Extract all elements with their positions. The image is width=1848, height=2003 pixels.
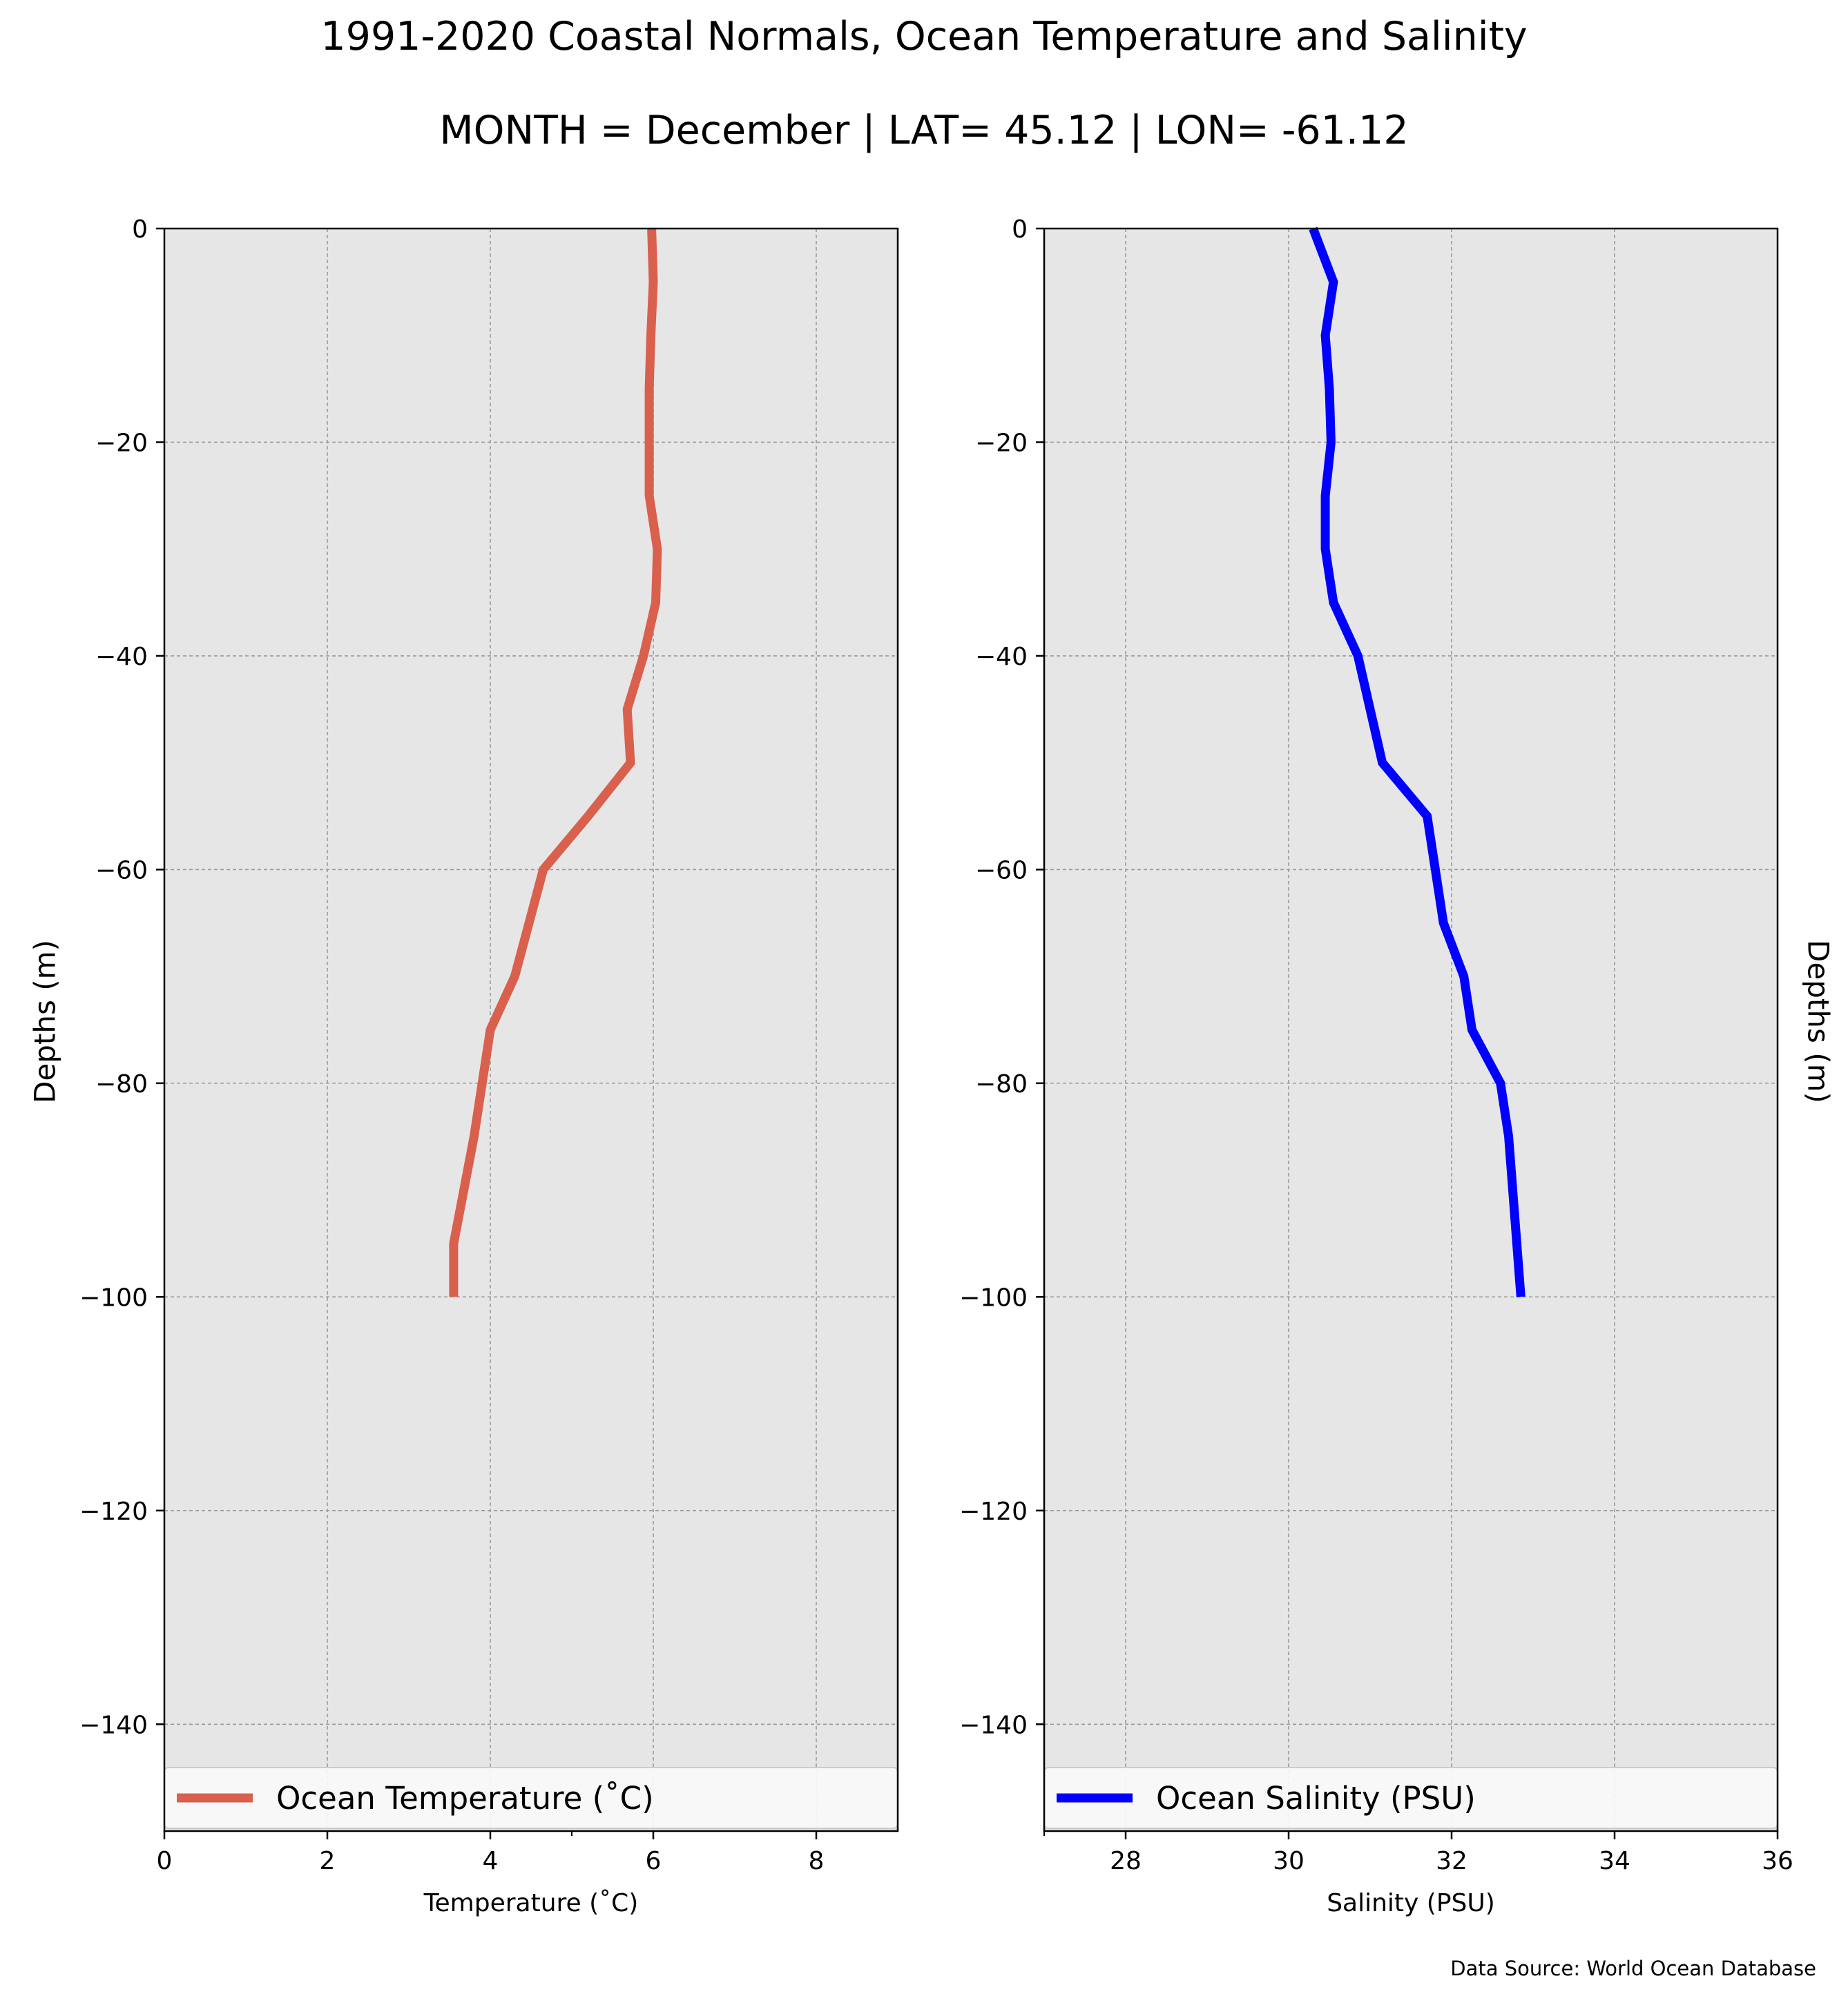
x-tick-label: 0 xyxy=(157,1847,173,1875)
x-tick-label: 2 xyxy=(320,1847,336,1875)
chart-panel-2: Ocean Salinity (PSU) 28 30 32 34 36 0 −20 −40 −60… xyxy=(959,215,1793,1917)
x-tick-label: 4 xyxy=(483,1847,499,1875)
y-tick-label: −120 xyxy=(79,1498,148,1526)
y-tick-label: −100 xyxy=(79,1284,148,1312)
plot-area xyxy=(164,229,898,1831)
x-tick-label: 28 xyxy=(1110,1847,1142,1875)
y-tick-label: −80 xyxy=(975,1070,1028,1099)
y-tick-label: −140 xyxy=(79,1711,148,1739)
axes-frame xyxy=(163,227,899,1832)
series-line-1 xyxy=(449,228,662,1297)
legend-label: Ocean Salinity (PSU) xyxy=(1156,1780,1476,1817)
chart-title: 1991-2020 Coastal Normals, Ocean Tempera… xyxy=(320,14,1528,59)
plot-area xyxy=(1044,229,1778,1831)
x-tick-label: 32 xyxy=(1436,1847,1467,1875)
y-tick-label: −60 xyxy=(975,856,1028,884)
y-tick-label: −40 xyxy=(975,643,1028,671)
chart-subtitle: MONTH = December | LAT= 45.12 | LON= -61… xyxy=(439,108,1409,153)
data-source-note: Data Source: World Ocean Database xyxy=(1450,1957,1816,1980)
chart-panel-1: Ocean Temperature (˚C) 0 2 4 6 8 0 −20 −40 −60 −80… xyxy=(79,215,899,1917)
y-tick-label: −140 xyxy=(959,1711,1028,1739)
series-line-1 xyxy=(1309,226,1525,1297)
x-tick-label: 8 xyxy=(809,1847,825,1875)
legend-label: Ocean Temperature (˚C) xyxy=(276,1780,654,1817)
legend: Ocean Temperature (˚C) xyxy=(164,1767,898,1829)
x-axis-label: Salinity (PSU) xyxy=(1327,1889,1495,1917)
y-tick-label: 0 xyxy=(132,215,148,244)
axes-frame xyxy=(1043,227,1779,1832)
x-tick-label: 36 xyxy=(1762,1847,1793,1875)
right-y-axis-label: Depths (m) xyxy=(1801,940,1836,1103)
y-tick-label: −80 xyxy=(95,1070,148,1099)
x-tick-label: 30 xyxy=(1273,1847,1305,1875)
y-tick-label: −60 xyxy=(95,856,148,884)
y-tick-label: −120 xyxy=(959,1498,1028,1526)
y-tick-label: −20 xyxy=(95,429,148,457)
y-tick-label: −20 xyxy=(975,429,1028,457)
x-tick-label: 34 xyxy=(1599,1847,1630,1875)
x-axis-label: Temperature (˚C) xyxy=(423,1889,639,1917)
y-tick-label: 0 xyxy=(1012,215,1028,244)
y-tick-label: −40 xyxy=(95,643,148,671)
y-tick-label: −100 xyxy=(959,1284,1028,1312)
left-y-axis-label: Depths (m) xyxy=(28,940,62,1103)
legend: Ocean Salinity (PSU) xyxy=(1043,1767,1778,1829)
x-tick-label: 6 xyxy=(646,1847,662,1875)
